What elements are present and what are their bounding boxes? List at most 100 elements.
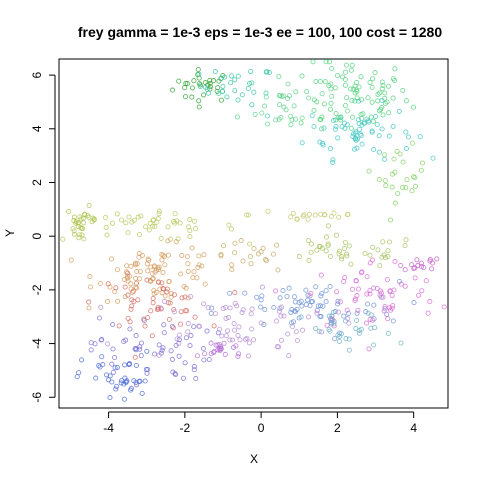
data-point	[379, 126, 385, 132]
data-point	[189, 85, 196, 91]
data-point	[151, 287, 157, 294]
data-point	[343, 251, 350, 257]
data-point	[358, 270, 364, 276]
data-point	[313, 284, 319, 290]
data-point	[318, 293, 324, 299]
data-point	[240, 258, 246, 264]
y-tick-label: -4	[30, 338, 44, 349]
data-point	[229, 267, 235, 273]
data-point	[384, 99, 390, 105]
data-point	[113, 285, 119, 291]
data-point	[122, 284, 128, 290]
data-point	[196, 81, 202, 87]
data-point	[331, 318, 337, 324]
data-point	[309, 113, 315, 119]
data-point	[371, 342, 377, 348]
data-point	[385, 248, 391, 254]
data-point	[166, 279, 172, 285]
data-point	[270, 251, 276, 257]
data-point	[201, 252, 207, 258]
data-point	[339, 254, 345, 260]
data-point	[202, 84, 209, 90]
data-point	[358, 326, 364, 332]
data-point	[316, 328, 322, 334]
data-point	[320, 303, 326, 309]
data-point	[231, 321, 237, 327]
data-point	[234, 114, 240, 120]
data-point	[306, 257, 312, 263]
data-point	[265, 121, 271, 127]
data-point	[142, 378, 148, 384]
data-point	[317, 243, 323, 249]
data-point	[176, 337, 182, 343]
data-point	[352, 90, 358, 96]
data-point	[98, 304, 104, 310]
data-point	[392, 200, 398, 206]
data-point	[219, 333, 225, 339]
data-point	[364, 274, 370, 280]
data-point	[247, 241, 253, 247]
data-point	[184, 81, 190, 87]
data-point	[132, 346, 138, 352]
data-point	[418, 260, 424, 266]
y-axis-label: Y	[3, 229, 17, 237]
data-point	[110, 369, 116, 375]
data-point	[385, 83, 392, 89]
data-point	[113, 386, 119, 392]
data-point	[328, 86, 334, 92]
data-point	[249, 80, 255, 86]
data-point	[132, 354, 138, 360]
data-point	[107, 395, 113, 401]
data-point	[103, 224, 109, 230]
data-point	[187, 343, 193, 349]
data-point	[349, 286, 356, 292]
data-point	[331, 210, 337, 216]
data-point	[121, 381, 127, 387]
data-point	[376, 149, 382, 155]
data-point	[299, 73, 305, 79]
data-point	[125, 230, 131, 236]
data-point	[345, 310, 351, 316]
data-point	[152, 224, 158, 230]
data-point	[332, 336, 338, 342]
data-point	[370, 317, 376, 323]
data-point	[168, 348, 174, 354]
data-point	[168, 291, 174, 297]
data-point	[246, 340, 252, 346]
data-point	[211, 323, 217, 329]
data-point	[151, 291, 157, 297]
data-point	[397, 151, 403, 157]
data-point	[327, 283, 333, 290]
data-point	[409, 262, 415, 268]
data-point	[114, 211, 120, 217]
data-point	[221, 243, 227, 249]
data-point	[427, 299, 433, 305]
data-point	[114, 267, 120, 273]
data-point	[274, 242, 280, 248]
data-point	[333, 123, 339, 130]
data-point	[262, 257, 268, 263]
data-point	[304, 89, 310, 95]
data-point	[380, 239, 386, 245]
data-point	[156, 342, 162, 348]
data-point	[182, 360, 188, 366]
data-point	[81, 220, 87, 226]
data-point	[344, 307, 350, 313]
data-point	[184, 308, 190, 314]
data-point	[368, 325, 374, 331]
data-point	[176, 332, 183, 338]
data-point	[240, 307, 246, 313]
data-point	[320, 142, 326, 148]
data-point	[125, 292, 131, 298]
data-point	[386, 110, 392, 116]
data-point	[165, 238, 171, 244]
data-point	[379, 79, 385, 85]
data-point	[308, 290, 314, 296]
data-point	[191, 269, 197, 275]
data-point	[239, 309, 245, 316]
data-point	[290, 319, 297, 325]
data-point	[91, 216, 97, 222]
data-point	[312, 212, 318, 218]
data-point	[228, 226, 234, 232]
